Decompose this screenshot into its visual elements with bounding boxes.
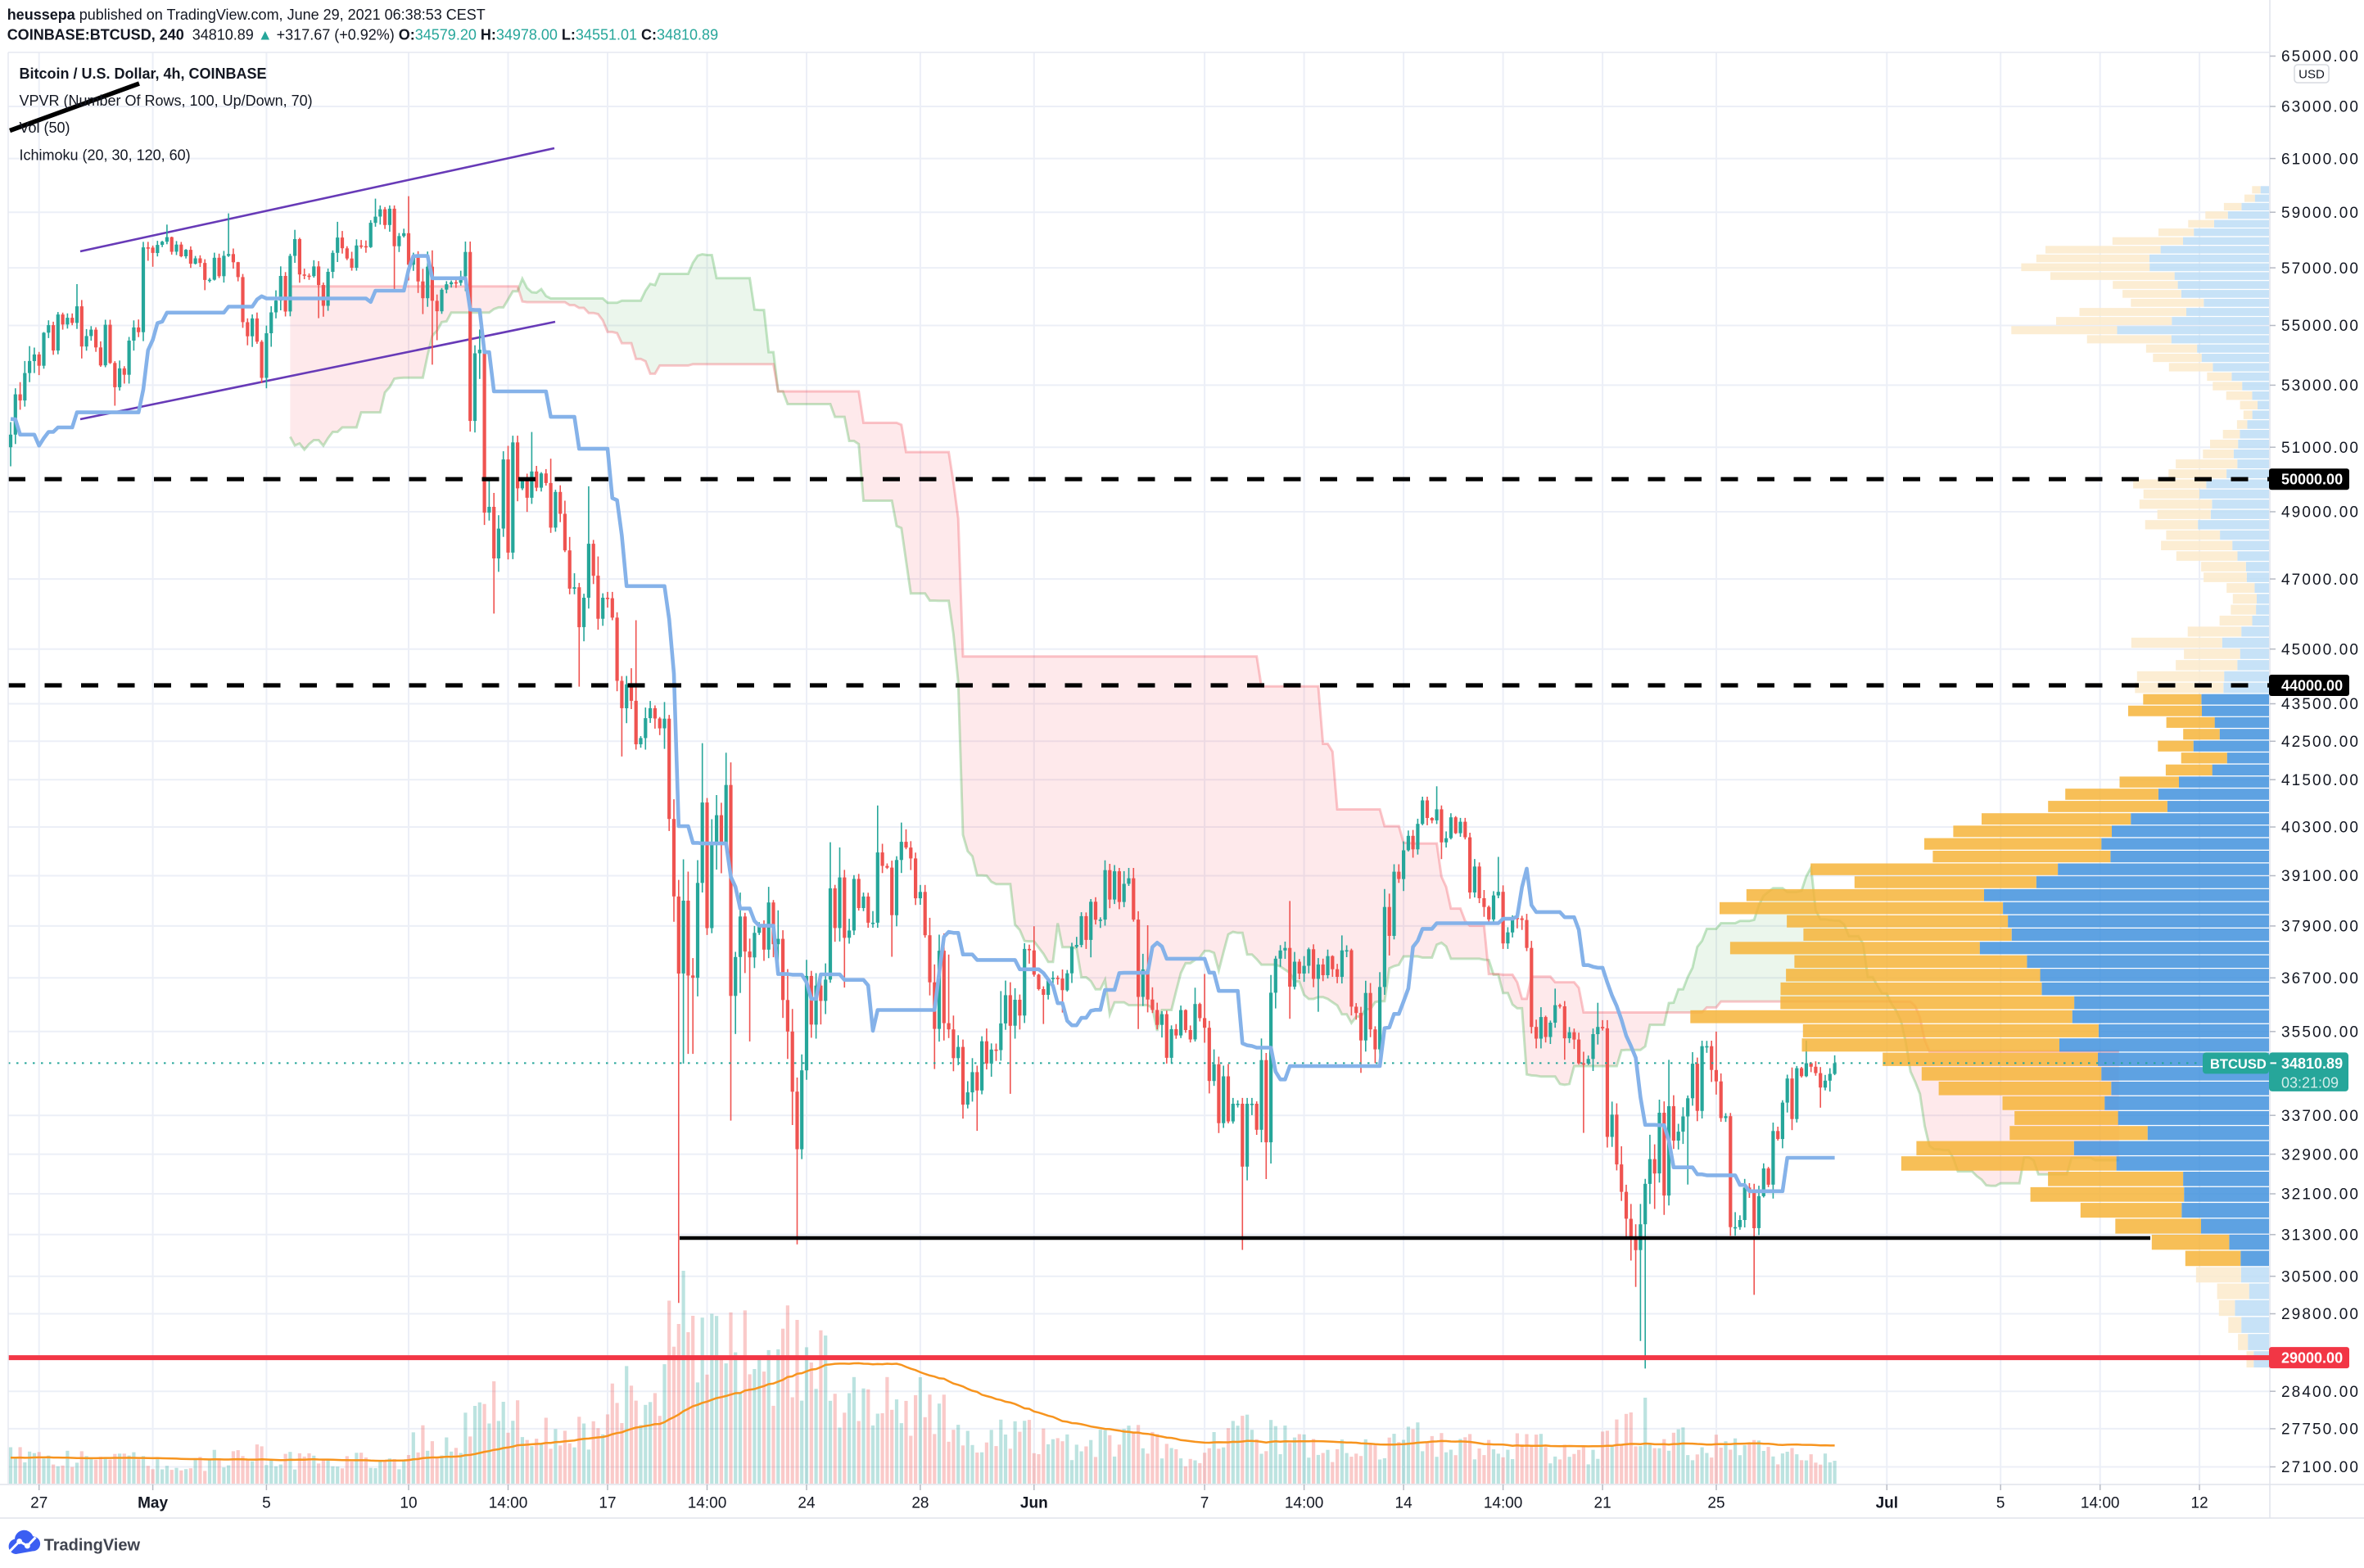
svg-text:47000.00: 47000.00 <box>2281 572 2360 589</box>
svg-text:7: 7 <box>1200 1495 1209 1512</box>
svg-text:35500.00: 35500.00 <box>2281 1024 2360 1042</box>
svg-text:53000.00: 53000.00 <box>2281 377 2360 395</box>
svg-text:59000.00: 59000.00 <box>2281 205 2360 222</box>
svg-text:42500.00: 42500.00 <box>2281 734 2360 751</box>
svg-text:51000.00: 51000.00 <box>2281 440 2360 457</box>
svg-text:50000.00: 50000.00 <box>2281 472 2343 488</box>
svg-text:COINBASE:BTCUSD, 240 34810.89: COINBASE:BTCUSD, 240 34810.89 ▲ +317.67 … <box>7 27 718 43</box>
svg-text:17: 17 <box>599 1495 616 1512</box>
svg-text:27750.00: 27750.00 <box>2281 1421 2360 1439</box>
svg-text:5: 5 <box>262 1495 271 1512</box>
svg-text:14: 14 <box>1395 1495 1413 1512</box>
svg-text:12: 12 <box>2191 1495 2208 1512</box>
svg-text:32100.00: 32100.00 <box>2281 1186 2360 1204</box>
svg-text:USD: USD <box>2298 68 2325 82</box>
svg-text:37900.00: 37900.00 <box>2281 919 2360 936</box>
svg-text:14:00: 14:00 <box>1285 1495 1324 1512</box>
svg-text:61000.00: 61000.00 <box>2281 151 2360 168</box>
svg-text:30500.00: 30500.00 <box>2281 1268 2360 1286</box>
svg-text:65000.00: 65000.00 <box>2281 48 2360 66</box>
svg-text:Jul: Jul <box>1876 1495 1898 1512</box>
svg-text:27: 27 <box>30 1495 47 1512</box>
svg-text:5: 5 <box>1996 1495 2005 1512</box>
svg-text:34810.89: 34810.89 <box>2281 1055 2343 1072</box>
svg-text:49000.00: 49000.00 <box>2281 504 2360 522</box>
svg-text:43500.00: 43500.00 <box>2281 696 2360 713</box>
svg-text:03:21:09: 03:21:09 <box>2281 1074 2339 1091</box>
svg-text:27100.00: 27100.00 <box>2281 1459 2360 1476</box>
svg-text:28400.00: 28400.00 <box>2281 1384 2360 1401</box>
svg-text:36700.00: 36700.00 <box>2281 970 2360 987</box>
svg-text:24: 24 <box>798 1495 816 1512</box>
svg-text:Bitcoin / U.S. Dollar, 4h, COI: Bitcoin / U.S. Dollar, 4h, COINBASE <box>20 66 267 82</box>
svg-text:Vol (50): Vol (50) <box>20 120 70 136</box>
svg-text:32900.00: 32900.00 <box>2281 1146 2360 1164</box>
svg-text:33700.00: 33700.00 <box>2281 1108 2360 1125</box>
svg-text:21: 21 <box>1594 1495 1611 1512</box>
svg-text:31300.00: 31300.00 <box>2281 1227 2360 1245</box>
svg-text:28: 28 <box>911 1495 929 1512</box>
svg-text:29800.00: 29800.00 <box>2281 1306 2360 1323</box>
svg-text:14:00: 14:00 <box>489 1495 528 1512</box>
svg-text:55000.00: 55000.00 <box>2281 318 2360 335</box>
svg-text:63000.00: 63000.00 <box>2281 99 2360 116</box>
svg-text:TradingView: TradingView <box>44 1537 141 1555</box>
svg-text:44000.00: 44000.00 <box>2281 678 2343 694</box>
svg-text:29000.00: 29000.00 <box>2281 1350 2343 1367</box>
svg-text:10: 10 <box>400 1495 417 1512</box>
svg-text:25: 25 <box>1707 1495 1724 1512</box>
svg-text:57000.00: 57000.00 <box>2281 260 2360 278</box>
svg-text:39100.00: 39100.00 <box>2281 868 2360 885</box>
svg-text:45000.00: 45000.00 <box>2281 641 2360 658</box>
svg-text:Ichimoku (20, 30, 120, 60): Ichimoku (20, 30, 120, 60) <box>20 147 191 164</box>
svg-text:41500.00: 41500.00 <box>2281 772 2360 789</box>
svg-text:14:00: 14:00 <box>688 1495 727 1512</box>
svg-text:Jun: Jun <box>1020 1495 1048 1512</box>
svg-text:heussepa published on TradingV: heussepa published on TradingView.com, J… <box>7 7 486 23</box>
svg-text:14:00: 14:00 <box>1484 1495 1523 1512</box>
svg-text:VPVR (Number Of Rows, 100, Up/: VPVR (Number Of Rows, 100, Up/Down, 70) <box>20 93 313 109</box>
svg-text:BTCUSD: BTCUSD <box>2210 1057 2267 1072</box>
svg-text:14:00: 14:00 <box>2081 1495 2120 1512</box>
svg-text:40300.00: 40300.00 <box>2281 820 2360 837</box>
svg-text:May: May <box>138 1495 168 1512</box>
